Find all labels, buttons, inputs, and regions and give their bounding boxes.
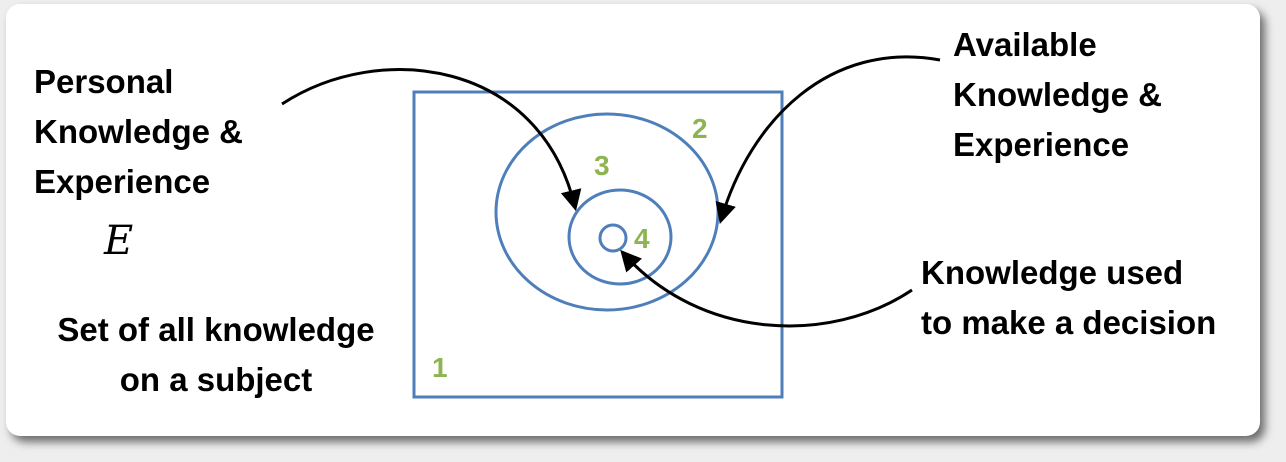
arrow-decision-to-region-4 (620, 249, 913, 328)
personal-symbol-e: E (103, 218, 133, 264)
personal-label-line-1: Personal (34, 63, 173, 100)
set-label-line-1: Set of all knowledge (57, 311, 374, 348)
region-1-number: 1 (432, 352, 448, 383)
set-label-line-2: on a subject (120, 361, 313, 398)
region-4-number: 4 (634, 223, 650, 254)
decision-label-line-1: Knowledge used (921, 254, 1183, 291)
personal-label-line-3: Experience (34, 163, 210, 200)
personal-label-line-2: Knowledge & (34, 113, 243, 150)
region-1-rectangle (412, 90, 784, 399)
available-label-line-1: Available (953, 26, 1097, 63)
region-2-number: 2 (692, 113, 708, 144)
available-label-line-3: Experience (953, 126, 1129, 163)
available-label-line-2: Knowledge & (953, 76, 1162, 113)
region-3-ellipse (567, 188, 673, 286)
region-2-ellipse (494, 112, 720, 312)
arrow-available-to-region-2 (715, 55, 941, 225)
region-4-circle (598, 223, 628, 253)
arrow-personal-to-region-3 (281, 68, 582, 212)
region-3-number: 3 (594, 150, 610, 181)
decision-label-line-2: to make a decision (921, 304, 1216, 341)
diagram-card (6, 4, 1260, 436)
